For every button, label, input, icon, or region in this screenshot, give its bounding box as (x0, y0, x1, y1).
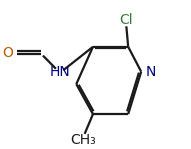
Text: N: N (146, 65, 156, 79)
Text: HN: HN (49, 65, 70, 79)
Text: Cl: Cl (120, 13, 133, 27)
Text: O: O (2, 46, 13, 60)
Text: CH₃: CH₃ (70, 133, 96, 147)
